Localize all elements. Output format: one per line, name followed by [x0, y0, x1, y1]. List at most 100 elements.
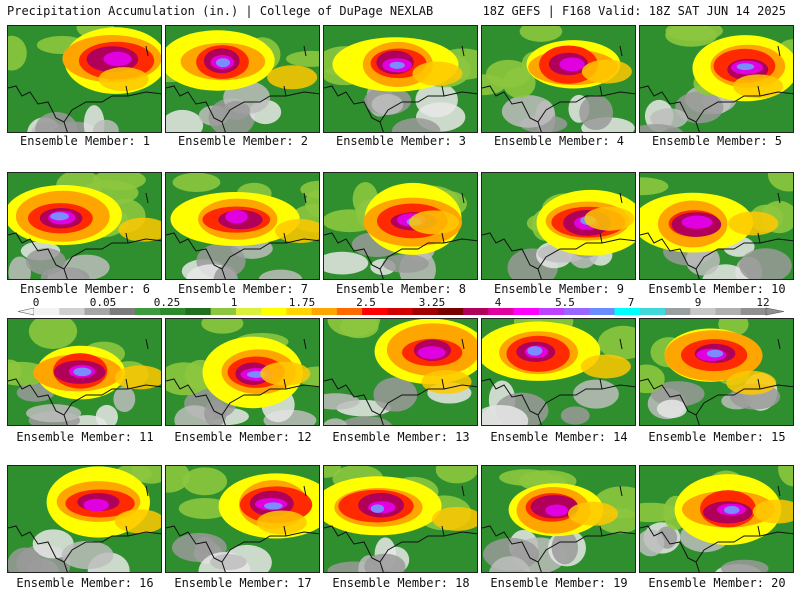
precip-map [482, 466, 635, 572]
ensemble-member-label: Ensemble Member: 1 [19, 134, 151, 148]
ensemble-member-label: Ensemble Member: 12 [174, 430, 312, 444]
colorbar-segment [34, 308, 60, 315]
ensemble-panel-5 [639, 25, 794, 133]
ensemble-panel-11 [7, 318, 162, 426]
colorbar-segment [639, 308, 666, 315]
ensemble-member-label: Ensemble Member: 20 [648, 576, 786, 590]
ensemble-member-label: Ensemble Member: 11 [16, 430, 154, 444]
colorbar-segment [488, 308, 515, 315]
ensemble-panel-8 [323, 172, 478, 280]
ensemble-member-label: Ensemble Member: 19 [490, 576, 628, 590]
colorbar-segment [84, 308, 111, 315]
precip-map [8, 319, 161, 425]
colorbar-segment [387, 308, 414, 315]
colorbar-segment [235, 308, 262, 315]
precip-map [640, 26, 793, 132]
colorbar-segment [185, 308, 212, 315]
colorbar-segment [589, 308, 616, 315]
colorbar-segment [261, 308, 287, 315]
ensemble-panel-20 [639, 465, 794, 573]
colorbar-segment [134, 308, 161, 315]
colorbar-segment [665, 308, 691, 315]
ensemble-panel-6 [7, 172, 162, 280]
ensemble-member-label: Ensemble Member: 10 [648, 282, 786, 296]
ensemble-panel-12 [165, 318, 320, 426]
colorbar-segment [740, 308, 767, 315]
ensemble-panel-19 [481, 465, 636, 573]
colorbar-segment [564, 308, 590, 315]
colorbar-segment [109, 308, 136, 315]
colorbar-tick-label: 2.5 [356, 296, 376, 309]
colorbar-tick-label: 0 [33, 296, 40, 309]
ensemble-member-label: Ensemble Member: 18 [332, 576, 470, 590]
colorbar-segment [336, 308, 363, 315]
colorbar-tick-label: 7 [628, 296, 635, 309]
colorbar-tick-label: 1 [231, 296, 238, 309]
colorbar-segment [210, 308, 237, 315]
ensemble-panel-17 [165, 465, 320, 573]
colorbar-tick-label: 4 [495, 296, 502, 309]
colorbar-min-arrow [17, 307, 35, 316]
ensemble-member-label: Ensemble Member: 17 [174, 576, 312, 590]
colorbar-tick-label: 1.75 [289, 296, 316, 309]
colorbar-segment [715, 308, 742, 315]
ensemble-member-label: Ensemble Member: 15 [648, 430, 786, 444]
colorbar-segment [160, 308, 186, 315]
ensemble-panel-4 [481, 25, 636, 133]
ensemble-member-label: Ensemble Member: 4 [493, 134, 625, 148]
colorbar-tick-label: 0.05 [90, 296, 117, 309]
ensemble-member-label: Ensemble Member: 3 [335, 134, 467, 148]
ensemble-panel-10 [639, 172, 794, 280]
ensemble-member-label: Ensemble Member: 7 [177, 282, 309, 296]
precip-map [8, 173, 161, 279]
ensemble-panel-18 [323, 465, 478, 573]
colorbar-segment [437, 308, 464, 315]
precip-map [324, 466, 477, 572]
colorbar-tick-label: 0.25 [154, 296, 181, 309]
ensemble-panel-14 [481, 318, 636, 426]
ensemble-panel-2 [165, 25, 320, 133]
ensemble-panel-7 [165, 172, 320, 280]
colorbar-tick-label: 9 [695, 296, 702, 309]
colorbar-segment [463, 308, 489, 315]
ensemble-panel-9 [481, 172, 636, 280]
chart-title: Precipitation Accumulation (in.) | Colle… [7, 4, 434, 18]
colorbar-tick-label: 3.25 [419, 296, 446, 309]
precip-map [640, 466, 793, 572]
ensemble-member-label: Ensemble Member: 8 [335, 282, 467, 296]
ensemble-member-label: Ensemble Member: 16 [16, 576, 154, 590]
ensemble-member-label: Ensemble Member: 14 [490, 430, 628, 444]
precip-map [324, 173, 477, 279]
run-info: 18Z GEFS | F168 Valid: 18Z SAT JUN 14 20… [482, 4, 786, 18]
precip-map [482, 319, 635, 425]
precip-map [640, 173, 793, 279]
precip-map [640, 319, 793, 425]
precip-map [482, 173, 635, 279]
precip-map [482, 26, 635, 132]
ensemble-member-label: Ensemble Member: 6 [19, 282, 151, 296]
precip-map [8, 26, 161, 132]
ensemble-member-label: Ensemble Member: 5 [651, 134, 783, 148]
colorbar-segment [513, 308, 540, 315]
colorbar-tick-label: 12 [756, 296, 769, 309]
ensemble-panel-15 [639, 318, 794, 426]
ensemble-member-label: Ensemble Member: 13 [332, 430, 470, 444]
colorbar-segment [59, 308, 85, 315]
ensemble-panel-1 [7, 25, 162, 133]
precip-map [166, 26, 319, 132]
precip-map [324, 26, 477, 132]
colorbar-segment [412, 308, 439, 315]
colorbar-segment [538, 308, 565, 315]
colorbar-segment [286, 308, 313, 315]
ensemble-panel-16 [7, 465, 162, 573]
ensemble-panel-13 [323, 318, 478, 426]
colorbar-max-arrow [765, 307, 785, 316]
colorbar: 0 0.05 0.25 1 1.75 2.5 3.25 4 5.5 7 9 12 [17, 296, 785, 316]
precip-map [8, 466, 161, 572]
colorbar-segment [614, 308, 641, 315]
ensemble-member-label: Ensemble Member: 9 [493, 282, 625, 296]
ensemble-member-label: Ensemble Member: 2 [177, 134, 309, 148]
precip-map [166, 466, 319, 572]
colorbar-tick-label: 5.5 [555, 296, 575, 309]
colorbar-segment [362, 308, 388, 315]
